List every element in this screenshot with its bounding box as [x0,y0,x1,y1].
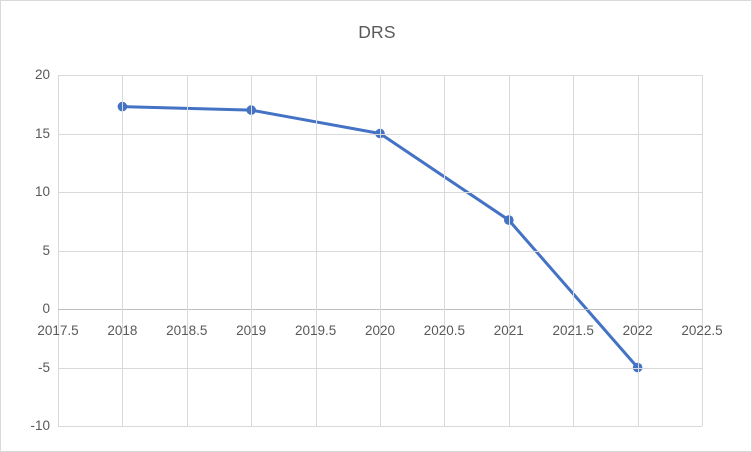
gridline-horizontal [58,426,702,427]
chart-title: DRS [358,22,396,42]
x-axis-tick-label: 2018 [107,323,138,338]
gridline-vertical [380,75,381,426]
x-axis-tick-label: 2022.5 [681,323,723,338]
gridline-vertical [187,75,188,426]
y-axis-tick-label: 0 [42,301,50,316]
y-axis-tick-label: -5 [37,359,50,375]
plot-area [58,75,703,427]
x-axis-tick-label: 2021.5 [552,323,594,338]
y-axis-line [58,75,59,426]
x-axis: 2017.5 2018 2018.5 2019 2019.5 2020 2020.5 2021… [1,323,751,344]
data-point-marker [504,215,514,225]
gridline-vertical [702,75,703,426]
x-axis-tick-label: 2021 [493,323,524,338]
gridline-vertical [316,75,317,426]
y-axis: 20 15 10 5 0 -5 -10 [1,1,50,451]
x-axis-tick-label: 2019.5 [294,323,337,338]
y-axis-tick-label: 10 [34,184,50,199]
x-axis-tick-label: 2018.5 [166,323,208,338]
gridline-vertical [509,75,510,426]
y-axis-tick-label: -10 [30,418,50,433]
gridline-vertical [573,75,574,426]
y-axis-tick-label: 20 [34,67,50,82]
gridline-vertical [122,75,123,426]
x-axis-tick-label: 2022 [622,323,653,338]
y-axis-tick-label: 5 [42,242,50,258]
y-axis-tick-label: 15 [34,125,50,141]
x-axis-tick-label: 2020.5 [423,323,466,338]
gridline-vertical [638,75,639,426]
x-axis-tick-label: 2020 [364,323,396,338]
x-axis-tick-label: 2019 [236,323,267,338]
x-axis-tick-label: 2017.5 [37,323,79,338]
data-point-marker [632,362,643,373]
gridline-vertical [444,75,445,426]
gridline-vertical [251,75,252,426]
